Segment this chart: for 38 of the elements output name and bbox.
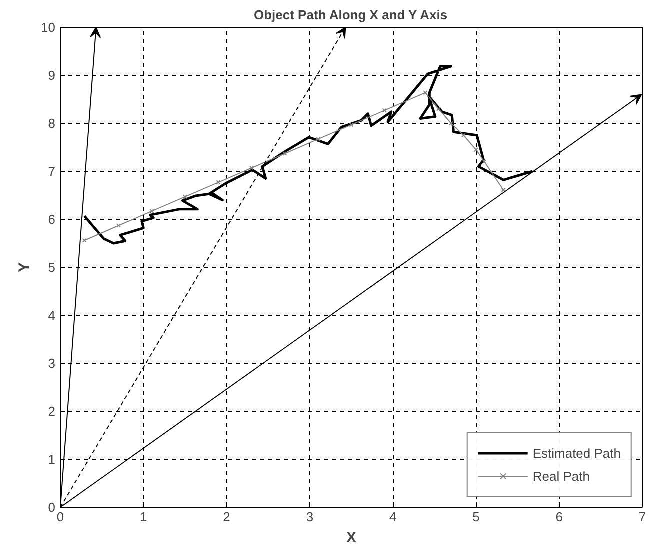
legend-label: Estimated Path	[532, 446, 621, 460]
x-tick-label: 3	[306, 510, 314, 524]
y-tick-label: 7	[48, 164, 56, 179]
y-tick-label: 3	[48, 356, 56, 371]
y-tick-label: 2	[48, 404, 56, 419]
y-tick-label: 6	[48, 212, 56, 227]
point	[316, 137, 321, 142]
point	[474, 148, 478, 152]
point	[282, 151, 288, 156]
point	[461, 133, 466, 138]
y-tick-label: 9	[48, 68, 56, 83]
y-tick-label: 0	[48, 500, 56, 515]
point	[216, 180, 221, 185]
y-axis-title: Y	[16, 262, 34, 272]
x-tick-label: 1	[140, 510, 148, 524]
point	[382, 108, 388, 113]
x-tick-label: 2	[223, 510, 230, 524]
point	[116, 223, 121, 228]
x-tick-label: 7	[638, 510, 646, 524]
point	[449, 121, 454, 126]
x-tick-label: 5	[472, 510, 480, 524]
legend-label: Real Path	[532, 468, 590, 484]
y-tick-label: 10	[41, 20, 56, 35]
x-tick-label: 4	[389, 510, 397, 524]
point	[436, 106, 442, 112]
chart-title: Object Path Along X and Y Axis	[254, 8, 448, 22]
y-tick-label: 8	[48, 116, 56, 131]
y-tick-label: 5	[48, 260, 56, 275]
point	[349, 122, 354, 128]
point	[482, 160, 487, 164]
point	[150, 209, 154, 214]
point	[182, 194, 188, 200]
y-tick-label: 1	[48, 452, 56, 467]
y-tick-label: 4	[48, 308, 56, 323]
x-axis-title: X	[346, 530, 357, 546]
point	[423, 90, 428, 96]
point	[249, 166, 254, 170]
x-tick-label: 6	[556, 510, 563, 524]
